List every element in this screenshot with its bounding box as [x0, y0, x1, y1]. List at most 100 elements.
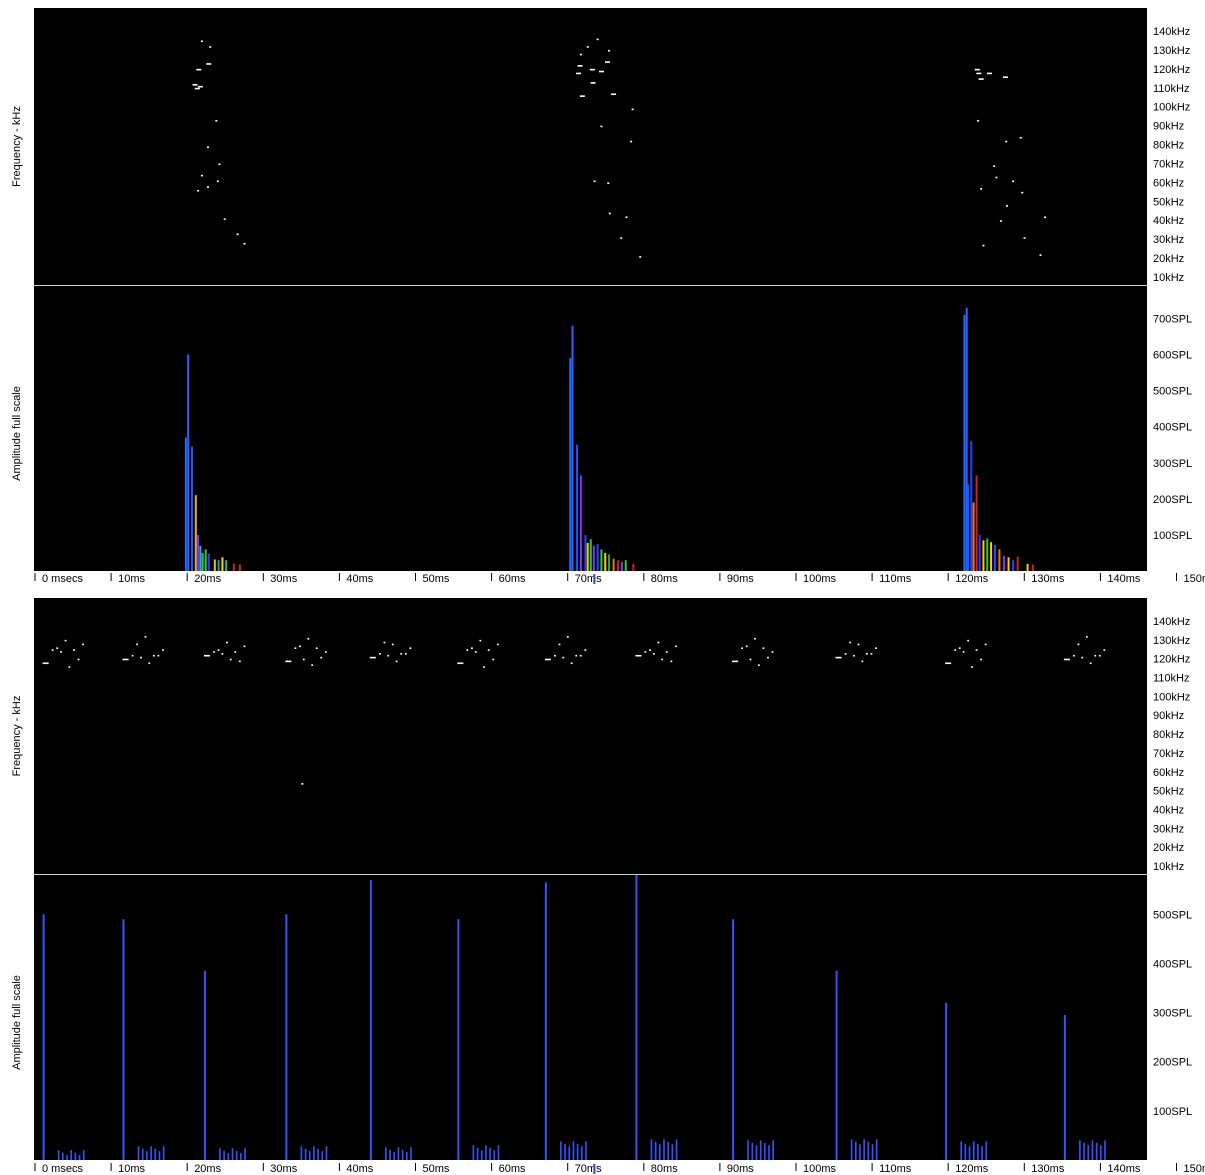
amplitude-axis-title: Amplitude full scale — [11, 975, 23, 1070]
spectrogram-point — [767, 656, 769, 659]
spectrogram-point — [598, 70, 604, 73]
top-chart-svg: 140kHz 130kHz 120kHz 110kHz 100kHz 90kHz 80kHz… — [11, 8, 1205, 585]
amplitude-call-bar — [285, 914, 288, 1160]
spectrogram-point — [194, 87, 200, 90]
spectrogram-point — [56, 647, 59, 649]
amplitude-bar — [1026, 563, 1029, 571]
spectrogram-point — [196, 68, 202, 71]
amplitude-pulse-bar — [585, 1141, 587, 1160]
amplitude-bar — [569, 358, 572, 571]
spectrogram-point — [870, 653, 873, 655]
spectrogram-point — [77, 658, 80, 661]
amplitude-call-bar — [544, 882, 547, 1160]
spectrogram-point — [217, 649, 220, 651]
spectrogram-point — [554, 654, 556, 657]
amplitude-call-bar — [835, 970, 838, 1160]
spectrogram-point — [409, 647, 412, 649]
amplitude-bar — [612, 558, 615, 571]
spectrogram-point — [971, 666, 973, 668]
spectrogram-point — [378, 653, 381, 655]
spectrogram-point — [307, 637, 310, 640]
time-tick-label: 140ms — [1107, 573, 1141, 585]
amplitude-pulse-bar — [650, 1139, 653, 1160]
amplitude-bar — [1002, 555, 1005, 571]
amplitude-bar — [617, 560, 620, 571]
amplitude-bar — [204, 549, 207, 571]
amplitude-bar — [600, 549, 603, 571]
frequency-tick-label: 120kHz — [1153, 654, 1190, 666]
spectrogram-point — [771, 651, 774, 653]
spectrogram-point — [471, 647, 473, 649]
spectrogram-point — [665, 651, 668, 653]
spectrogram-point — [576, 72, 582, 75]
spectrogram-point — [980, 188, 983, 190]
amplitude-tick-label: 300SPL — [1153, 458, 1192, 470]
amplitude-bar — [963, 314, 966, 571]
time-tick-label: 150ms — [1184, 573, 1205, 585]
spectrogram-point — [243, 645, 246, 648]
spectrogram-point — [579, 95, 585, 97]
amplitude-bar — [589, 539, 592, 571]
time-tick-label: 40ms — [346, 573, 373, 585]
amplitude-call-bar — [945, 1002, 948, 1160]
amplitude-pulse-bar — [1083, 1142, 1085, 1160]
spectrogram-point — [589, 68, 595, 71]
amplitude-pulse-bar — [74, 1152, 77, 1160]
spectrogram-point — [324, 651, 327, 653]
amplitude-bar — [632, 563, 635, 571]
amplitude-axis-title: Amplitude full scale — [11, 386, 23, 481]
amplitude-bar — [596, 543, 599, 571]
amplitude-bar — [967, 484, 970, 571]
amplitude-pulse-bar — [568, 1146, 571, 1160]
spectrogram-point — [229, 658, 232, 661]
amplitude-pulse-bar — [755, 1145, 758, 1160]
spectrogram-point — [596, 38, 599, 41]
spectrogram-point — [544, 658, 551, 661]
top-chart: 140kHz 130kHz 120kHz 110kHz 100kHz 90kHz 80kHz… — [11, 8, 1205, 585]
spectrogram-point — [221, 653, 224, 655]
amplitude-bar — [1016, 556, 1019, 571]
amplitude-pulse-bar — [659, 1144, 661, 1160]
amplitude-pulse-bar — [162, 1146, 165, 1160]
spectrogram-point — [496, 643, 499, 646]
amplitude-tick-label: 200SPL — [1153, 494, 1192, 506]
amplitude-pulse-bar — [667, 1141, 669, 1160]
spectrogram-point — [732, 660, 739, 663]
amplitude-pulse-bar — [405, 1152, 408, 1160]
amplitude-pulse-bar — [472, 1145, 475, 1160]
spectrogram-point — [1039, 254, 1042, 256]
time-tick-label: 80ms — [651, 1163, 678, 1175]
amplitude-call-bar — [1063, 1015, 1066, 1160]
amplitude-bar — [232, 563, 235, 571]
spectrogram-point — [575, 654, 578, 657]
time-tick-label: 10ms — [118, 1163, 145, 1175]
spectrogram-point — [875, 647, 877, 649]
amplitude-bar — [579, 475, 582, 571]
frequency-tick-label: 40kHz — [1153, 215, 1184, 227]
time-tick-label: 100ms — [803, 573, 837, 585]
spectrogram-point — [404, 653, 407, 655]
spectrogram-point — [975, 649, 978, 651]
time-tick-label: 30ms — [270, 573, 297, 585]
spectrogram-point — [987, 72, 993, 75]
amplitude-pulse-bar — [325, 1146, 328, 1160]
spectrogram-point — [162, 649, 164, 651]
amplitude-pulse-bar — [572, 1141, 575, 1160]
amplitude-bar — [620, 561, 623, 571]
amplitude-pulse-bar — [576, 1143, 579, 1160]
amplitude-pulse-bar — [62, 1152, 64, 1160]
spectrogram-point — [974, 68, 980, 71]
amplitude-bar — [1012, 560, 1015, 571]
amplitude-bar — [197, 534, 200, 571]
amplitude-pulse-bar — [871, 1144, 874, 1160]
frequency-tick-label: 130kHz — [1153, 635, 1190, 647]
spectrogram-point — [741, 647, 744, 649]
spectrogram-point — [226, 641, 228, 644]
frequency-tick-label: 20kHz — [1153, 253, 1184, 265]
spectrogram-point — [861, 660, 864, 663]
spectrogram-point — [620, 237, 623, 239]
amplitude-tick-label: 100SPL — [1153, 530, 1192, 542]
spectrogram-point — [60, 651, 62, 653]
amplitude-bar — [990, 542, 993, 571]
spectrogram-point — [1089, 662, 1092, 665]
